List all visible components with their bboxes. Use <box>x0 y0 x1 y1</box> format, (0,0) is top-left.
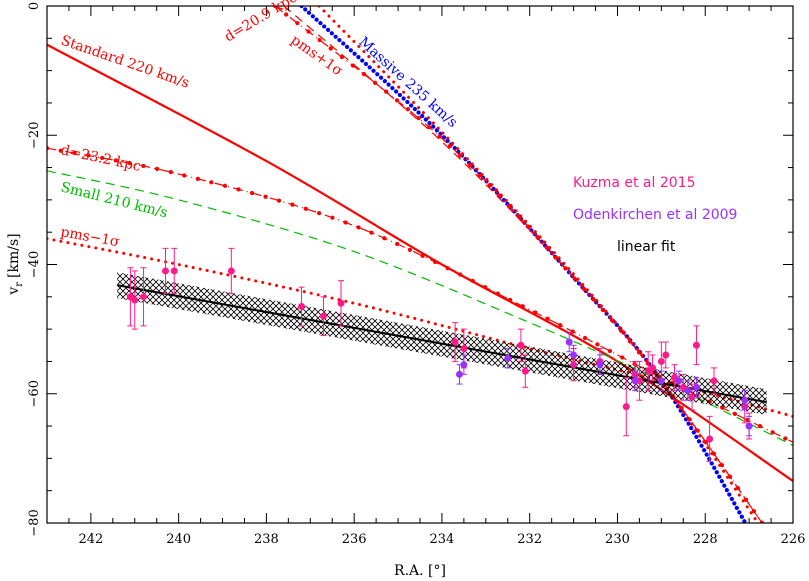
label-d209: d=20.9 kpc <box>222 0 300 45</box>
kuzma-point-11 <box>517 341 525 349</box>
x-tick-label: 234 <box>430 532 455 547</box>
y-tick-label-group: −40 <box>27 251 42 278</box>
odenkirchen-point-3 <box>565 338 573 346</box>
curve-labels: Standard 220 km/s Massive 235 km/s d=20.… <box>59 0 461 250</box>
y-axis-title-main: v <box>6 287 22 296</box>
model-curve-small <box>47 170 793 446</box>
linear-fit-line <box>117 284 767 404</box>
legend-kuzma: Kuzma et al 2015 <box>573 175 695 191</box>
y-tick-label-group: −80 <box>27 509 42 536</box>
odenkirchen-point-1 <box>460 361 468 369</box>
odenkirchen-point-5 <box>596 361 604 369</box>
odenkirchen-point-0 <box>455 370 463 378</box>
model-curve-d209-dots <box>273 6 765 523</box>
axis-tick-labels: 242 240 238 236 234 232 230 228 226 0 −20 −40 −60 −80 <box>27 2 805 547</box>
odenkirchen-point-8 <box>675 377 683 385</box>
axis-ticks <box>46 5 794 524</box>
odenkirchen-point-2 <box>504 354 512 362</box>
label-d232: d=23.2 kpc <box>59 142 142 175</box>
odenkirchen-point-6 <box>631 377 639 385</box>
y-tick-label: −20 <box>27 122 42 149</box>
label-small: Small 210 km/s <box>59 179 169 221</box>
kuzma-point-2 <box>140 293 148 301</box>
kuzma-point-1 <box>131 296 139 304</box>
legend-linear-fit: linear fit <box>617 239 676 255</box>
y-axis-title-unit: [km/s] <box>6 233 22 278</box>
kuzma-point-25 <box>692 341 700 349</box>
kuzma-point-12 <box>521 367 529 375</box>
kuzma-point-20 <box>657 357 665 365</box>
model-curve-pms_plus_dashed <box>283 6 763 523</box>
kuzma-point-10 <box>460 345 468 353</box>
odenkirchen-point-4 <box>570 351 578 359</box>
kuzma-point-21 <box>662 351 670 359</box>
model-curve-pms_plus <box>317 6 760 523</box>
y-tick-label: −60 <box>27 380 42 407</box>
odenkirchen-point-10 <box>692 383 700 391</box>
kuzma-point-7 <box>319 312 327 320</box>
y-axis-title-sub: r <box>14 282 25 287</box>
kuzma-point-24 <box>688 393 696 401</box>
x-tick-label: 236 <box>342 532 367 547</box>
x-axis-title: R.A. [°] <box>394 563 446 579</box>
kuzma-point-5 <box>227 267 235 275</box>
y-tick-label-group: −20 <box>27 122 42 149</box>
legend-odenkirchen: Odenkirchen et al 2009 <box>573 207 737 223</box>
odenkirchen-point-7 <box>657 377 665 385</box>
x-tick-label: 240 <box>166 532 191 547</box>
model-curve-standard <box>47 43 793 482</box>
data-points <box>126 247 753 463</box>
y-axis-title: vr [km/s] <box>6 233 25 295</box>
x-tick-label: 230 <box>605 532 630 547</box>
kuzma-point-6 <box>298 303 306 311</box>
kuzma-point-15 <box>622 403 630 411</box>
kuzma-point-26 <box>706 435 714 443</box>
odenkirchen-point-11 <box>741 396 749 404</box>
kuzma-point-8 <box>337 299 345 307</box>
x-tick-label: 232 <box>517 532 542 547</box>
kuzma-point-4 <box>170 267 178 275</box>
x-tick-label: 242 <box>78 532 103 547</box>
odenkirchen-point-9 <box>684 387 692 395</box>
y-tick-label-group: 0 <box>27 2 42 10</box>
y-tick-label: −40 <box>27 251 42 278</box>
odenkirchen-point-12 <box>745 422 753 430</box>
model-curve-massive <box>299 6 748 523</box>
y-tick-label: 0 <box>27 2 42 10</box>
svg-text:vr[km/s]: vr [km/s] <box>6 233 25 295</box>
kuzma-point-27 <box>710 377 718 385</box>
legend: Kuzma et al 2015 Odenkirchen et al 2009 … <box>573 175 737 255</box>
kuzma-point-19 <box>649 364 657 372</box>
label-massive: Massive 235 km/s <box>355 34 460 131</box>
y-tick-label: −80 <box>27 509 42 536</box>
x-tick-label: 228 <box>693 532 718 547</box>
x-tick-label: 226 <box>781 532 806 547</box>
linear-fit-band <box>117 272 767 416</box>
y-tick-label-group: −60 <box>27 380 42 407</box>
kuzma-point-3 <box>161 267 169 275</box>
x-tick-label: 238 <box>254 532 279 547</box>
kuzma-point-9 <box>451 338 459 346</box>
model-curve-d209 <box>274 6 763 523</box>
